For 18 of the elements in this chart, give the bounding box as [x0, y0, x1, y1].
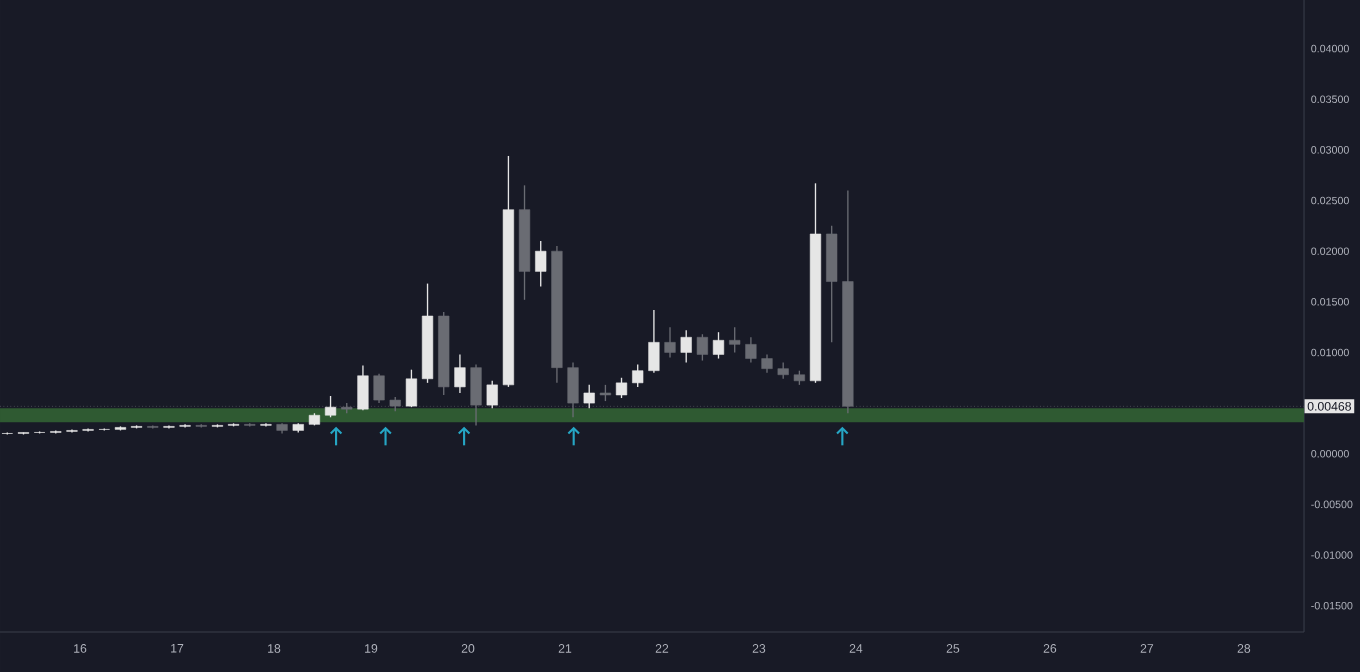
candlestick — [583, 384, 595, 409]
candlestick — [357, 364, 369, 411]
candlestick — [664, 326, 676, 359]
candlestick — [680, 329, 692, 364]
candlestick — [632, 363, 644, 388]
candlestick — [405, 369, 418, 408]
candlestick — [648, 309, 660, 374]
candlestick — [486, 380, 498, 409]
candlestick — [615, 377, 628, 399]
candlestick — [729, 326, 741, 354]
candlestick — [826, 225, 838, 343]
candlestick — [745, 336, 757, 364]
candlestick — [761, 353, 773, 374]
candlestick — [712, 331, 725, 360]
candlestick — [696, 333, 708, 362]
candlestick — [454, 353, 466, 394]
candlestick — [535, 240, 547, 288]
candlestick — [324, 395, 337, 418]
